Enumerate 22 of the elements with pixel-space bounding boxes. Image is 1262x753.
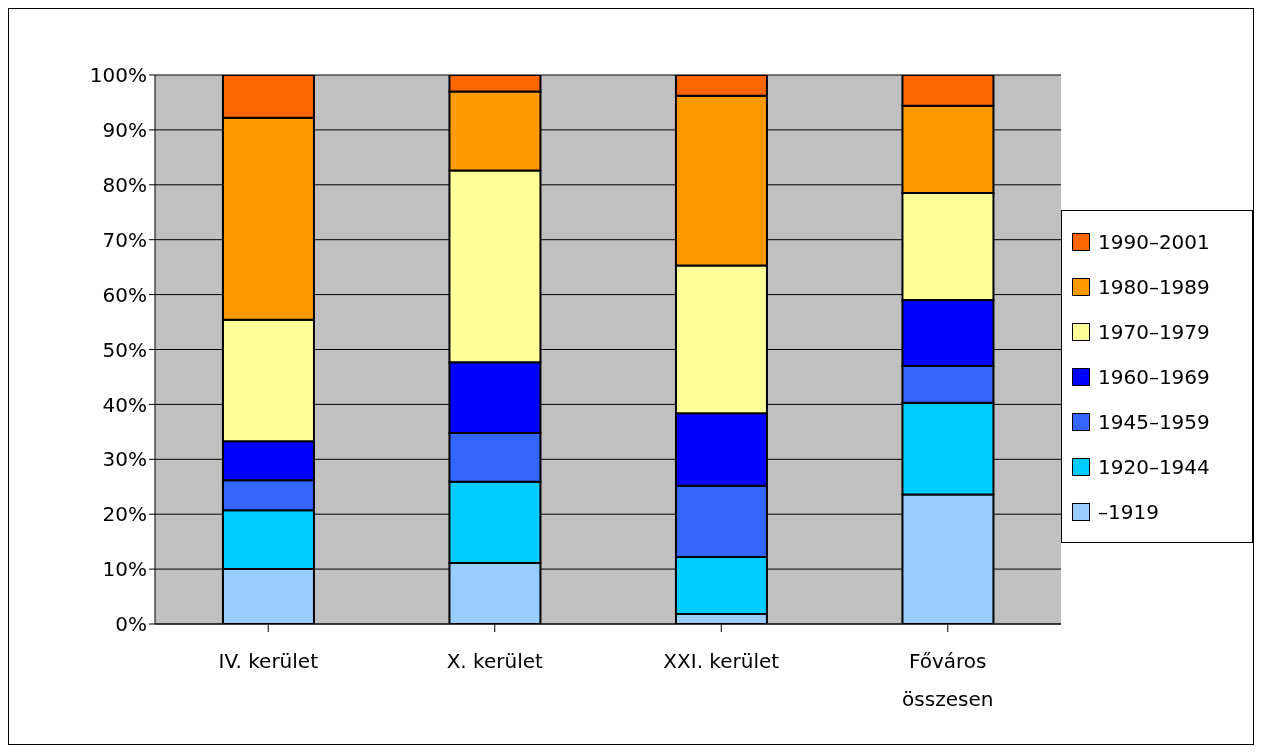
legend-label: 1990–2001 <box>1098 229 1210 254</box>
y-tick-label: 70% <box>102 227 147 252</box>
legend-label: 1945–1959 <box>1098 409 1210 434</box>
y-tick-label: 30% <box>102 447 147 472</box>
x-tick-label: X. kerület <box>446 649 543 673</box>
legend-label: 1960–1969 <box>1098 364 1210 389</box>
legend-label: 1980–1989 <box>1098 274 1210 299</box>
x-tick-label: XXI. kerület <box>663 649 780 673</box>
y-tick-label: 80% <box>102 172 147 197</box>
y-tick-label: 50% <box>102 337 147 362</box>
y-tick-label: 100% <box>89 63 147 88</box>
legend-label: 1970–1979 <box>1098 319 1210 344</box>
y-tick-label: 10% <box>102 557 147 582</box>
y-tick-label: 20% <box>102 502 147 527</box>
x-tick-label: IV. kerület <box>218 649 319 673</box>
y-tick-label: 40% <box>102 392 147 417</box>
legend-label: 1920–1944 <box>1098 454 1210 479</box>
y-tick-label: 60% <box>102 282 147 307</box>
x-tick-label: Főváros összesen <box>902 649 994 711</box>
legend-label: –1919 <box>1098 499 1159 524</box>
y-tick-label: 0% <box>115 612 147 637</box>
y-tick-label: 90% <box>102 118 147 142</box>
